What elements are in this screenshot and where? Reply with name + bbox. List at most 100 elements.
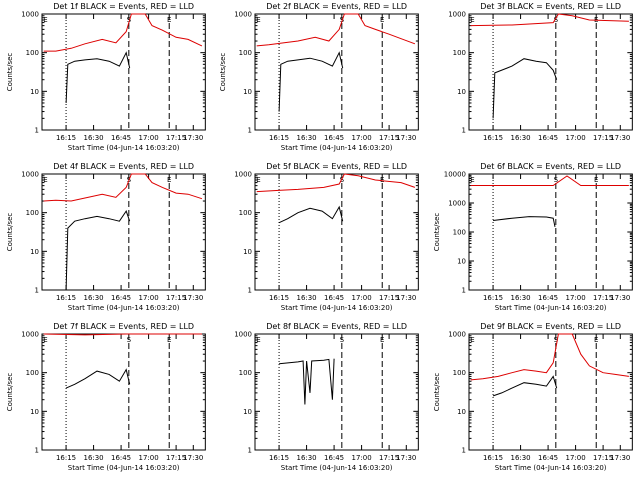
y-axis-label: Counts/sec (433, 213, 441, 252)
y-tick-label: 1000 (21, 11, 39, 19)
y-tick-label: 1000 (235, 171, 253, 179)
y-tick-label: 1 (248, 286, 252, 294)
series-events-line (65, 51, 131, 104)
x-tick-label: 16:45 (111, 454, 131, 462)
x-tick-label: 16:30 (297, 294, 317, 302)
y-tick-label: 10 (30, 408, 39, 416)
series-events-line (492, 375, 557, 397)
plot-frame (254, 333, 420, 451)
x-tick-label: 17:00 (352, 134, 372, 142)
x-tick-label: 17:30 (397, 294, 417, 302)
x-axis-label: Start Time (04-Jun-14 16:03:20) (494, 464, 606, 472)
series-events-line (65, 209, 131, 291)
chart-panel-4: Det 4f BLACK = Events, RED = LLD 1 10 100 10… (6, 162, 206, 312)
series-lld-line (470, 175, 629, 187)
x-tick-label: 17:30 (183, 454, 203, 462)
x-tick-label: 17:15 (166, 134, 186, 142)
y-tick-label: 1000 (448, 200, 466, 208)
x-tick-label: 16:45 (538, 294, 558, 302)
y-tick-label: 1 (35, 286, 39, 294)
event-marker-letter: E (380, 176, 384, 184)
x-tick-label: 17:00 (565, 294, 585, 302)
y-tick-label: 1000 (21, 331, 39, 339)
plot-frame (254, 13, 420, 131)
x-tick-label: 16:45 (538, 134, 558, 142)
chart-title: Det 2f BLACK = Events, RED = LLD (267, 2, 408, 11)
y-tick-label: 100 (452, 49, 465, 57)
x-axis-label: Start Time (04-Jun-14 16:03:20) (281, 304, 393, 312)
event-marker-letter: E (470, 176, 474, 184)
y-tick-label: 10 (30, 248, 39, 256)
y-tick-label: 1000 (448, 11, 466, 19)
x-tick-label: 17:15 (379, 454, 399, 462)
x-tick-label: 16:45 (111, 134, 131, 142)
x-tick-label: 17:00 (352, 454, 372, 462)
y-tick-label: 1 (461, 446, 465, 454)
event-marker-letter: S (340, 176, 345, 184)
x-tick-label: 16:30 (84, 134, 104, 142)
chart-panel-1: Det 1f BLACK = Events, RED = LLD 1 10 100 10… (6, 2, 206, 152)
plot-frame (41, 13, 206, 131)
x-axis-label: Start Time (04-Jun-14 16:03:20) (281, 144, 393, 152)
x-tick-label: 16:30 (84, 294, 104, 302)
y-axis-label: Counts/sec (219, 53, 227, 92)
series-lld-line (256, 173, 416, 193)
y-tick-label: 1000 (448, 331, 466, 339)
x-axis-label: Start Time (04-Jun-14 16:03:20) (281, 464, 393, 472)
x-tick-label: 17:30 (183, 294, 203, 302)
x-tick-label: 17:00 (139, 454, 159, 462)
event-marker-letter: S (553, 176, 558, 184)
x-tick-label: 16:15 (56, 294, 76, 302)
x-axis-label: Start Time (04-Jun-14 16:03:20) (68, 464, 180, 472)
x-tick-label: 17:00 (565, 134, 585, 142)
x-tick-label: 16:15 (269, 134, 289, 142)
chart-title: Det 1f BLACK = Events, RED = LLD (53, 2, 194, 11)
y-tick-label: 1 (35, 446, 39, 454)
series-lld-line (43, 13, 203, 52)
event-marker-letter: E (594, 336, 598, 344)
x-tick-label: 17:00 (352, 294, 372, 302)
plot-frame (41, 173, 206, 291)
event-marker-letter: E (43, 16, 47, 24)
x-tick-label: 17:15 (166, 294, 186, 302)
x-tick-label: 16:30 (510, 294, 530, 302)
x-tick-label: 17:30 (610, 134, 630, 142)
y-tick-label: 1 (461, 286, 465, 294)
x-tick-label: 17:30 (397, 454, 417, 462)
y-tick-label: 10 (243, 88, 252, 96)
chart-panel-6: Det 6f BLACK = Events, RED = LLD 1 10 100 10… (433, 162, 633, 312)
x-tick-label: 16:30 (84, 454, 104, 462)
y-tick-label: 100 (239, 369, 252, 377)
series-events-line (492, 58, 557, 119)
y-tick-label: 100 (239, 209, 252, 217)
x-axis-label: Start Time (04-Jun-14 16:03:20) (494, 304, 606, 312)
y-tick-label: 100 (452, 229, 465, 237)
x-tick-label: 17:15 (593, 134, 613, 142)
series-events-line (279, 205, 344, 224)
x-tick-label: 16:45 (538, 454, 558, 462)
x-tick-label: 16:30 (297, 454, 317, 462)
x-tick-label: 16:15 (269, 294, 289, 302)
chart-panel-3: Det 3f BLACK = Events, RED = LLD 1 10 100 10… (448, 2, 633, 142)
event-marker-letter: S (127, 16, 132, 24)
event-marker-letter: S (127, 336, 132, 344)
event-marker-letter: E (380, 16, 384, 24)
x-tick-label: 16:30 (510, 134, 530, 142)
event-marker-letter: S (553, 336, 558, 344)
y-tick-label: 10 (243, 248, 252, 256)
chart-panel-8: Det 8f BLACK = Events, RED = LLD 1 10 100 10… (235, 322, 420, 472)
y-tick-label: 100 (26, 49, 39, 57)
x-tick-label: 16:15 (56, 134, 76, 142)
x-tick-label: 17:15 (593, 454, 613, 462)
x-tick-label: 16:30 (297, 134, 317, 142)
x-tick-label: 16:45 (111, 294, 131, 302)
chart-panel-5: Det 5f BLACK = Events, RED = LLD 1 10 100 10… (235, 162, 420, 312)
series-lld-line (256, 13, 416, 47)
y-axis-label: Counts/sec (6, 213, 14, 252)
event-marker-letter: E (257, 16, 261, 24)
event-marker-letter: S (340, 336, 345, 344)
y-tick-label: 10 (457, 88, 466, 96)
event-marker-letter: S (553, 16, 558, 24)
y-tick-label: 10 (243, 408, 252, 416)
